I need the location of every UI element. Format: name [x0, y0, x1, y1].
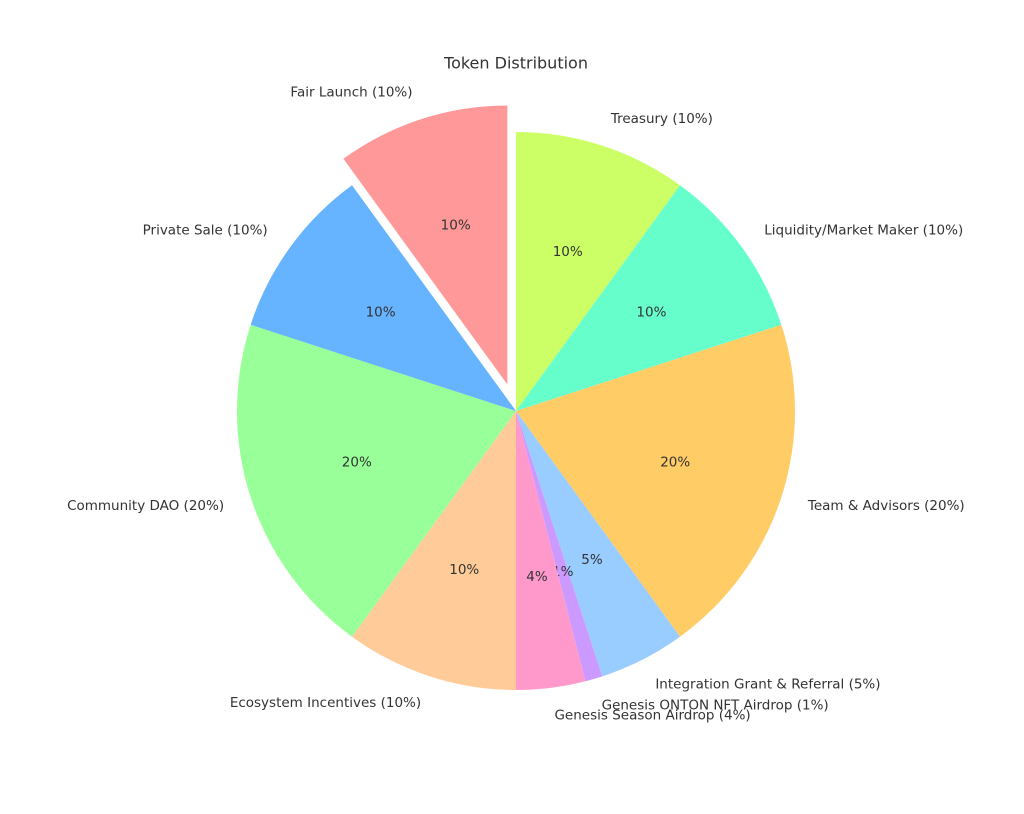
- slice-label: Team & Advisors (20%): [807, 498, 965, 514]
- slice-label: Genesis ONTON NFT Airdrop (1%): [602, 698, 829, 714]
- pie-slice: [343, 105, 508, 385]
- pie-slice: [516, 411, 680, 677]
- pie-slice: [516, 324, 795, 637]
- chart-title: Token Distribution: [443, 54, 588, 73]
- slice-label: Genesis Season Airdrop (4%): [554, 707, 750, 723]
- pie-slice: [250, 185, 517, 411]
- percent-label: 10%: [636, 305, 666, 321]
- slice-label: Ecosystem Incentives (10%): [230, 695, 421, 711]
- slice-label: Fair Launch (10%): [290, 85, 412, 101]
- slice-label: Community DAO (20%): [67, 498, 224, 514]
- pie-slice: [516, 411, 586, 690]
- percent-label: 10%: [449, 562, 479, 578]
- pie-slice: [516, 411, 603, 682]
- pie-slice: [516, 185, 782, 411]
- slice-label: Liquidity/Market Maker (10%): [764, 223, 963, 239]
- pie-slice: [352, 411, 516, 690]
- pie-slice: [237, 324, 516, 637]
- percent-label: 10%: [366, 305, 396, 321]
- percent-label: 10%: [553, 244, 583, 260]
- slice-label: Integration Grant & Referral (5%): [655, 676, 880, 692]
- percent-label: 20%: [342, 455, 372, 471]
- slice-label: Private Sale (10%): [143, 223, 268, 239]
- slice-label: Treasury (10%): [610, 111, 713, 127]
- percent-label: 20%: [660, 455, 690, 471]
- pie-slice: [516, 132, 680, 411]
- percent-label: 10%: [441, 217, 471, 233]
- percent-label: 5%: [581, 552, 603, 568]
- percent-label: 4%: [526, 569, 548, 585]
